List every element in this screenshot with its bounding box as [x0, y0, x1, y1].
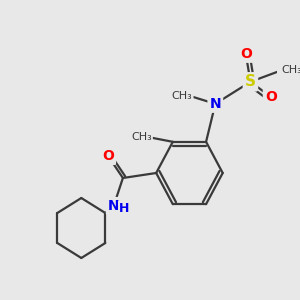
Text: S: S	[245, 74, 256, 89]
Text: CH₃: CH₃	[282, 65, 300, 75]
Text: CH₃: CH₃	[172, 91, 192, 101]
Text: O: O	[102, 149, 114, 163]
Text: N: N	[209, 97, 221, 111]
Text: H: H	[118, 202, 129, 214]
Text: CH₃: CH₃	[131, 132, 152, 142]
Text: O: O	[240, 47, 252, 61]
Text: O: O	[265, 90, 277, 104]
Text: N: N	[108, 199, 119, 213]
